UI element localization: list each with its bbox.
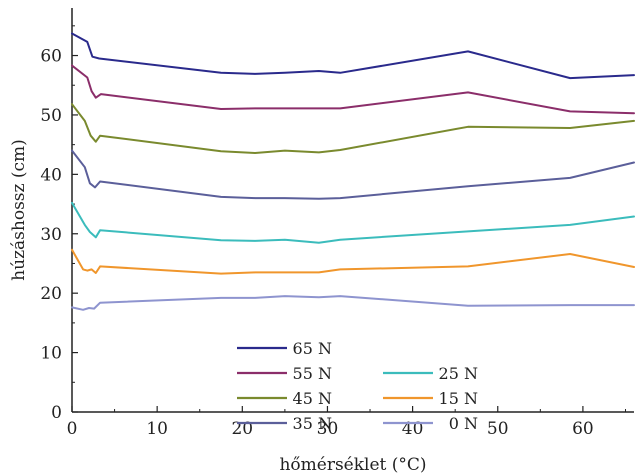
legend-label: 25 N xyxy=(439,364,478,383)
legend-label: 35 N xyxy=(293,414,332,433)
series-line-65n xyxy=(71,32,635,80)
legend: 65 N 55 N 45 N 35 N 25 N 15 N 0 N xyxy=(237,339,478,433)
legend-label: 55 N xyxy=(293,364,332,383)
y-ticks: 0 10 20 30 40 50 60 xyxy=(40,25,78,423)
y-tick-label: 0 xyxy=(51,403,62,423)
series-line-25n xyxy=(71,201,635,244)
x-tick-label: 0 xyxy=(67,419,78,439)
y-tick-label: 40 xyxy=(40,165,62,185)
legend-label: 45 N xyxy=(293,389,332,408)
series-line-0n xyxy=(71,295,635,311)
x-tick-label: 30 xyxy=(317,419,339,439)
series-lines xyxy=(71,32,635,311)
y-tick-label: 10 xyxy=(40,344,62,364)
series-line-35n xyxy=(71,149,635,200)
series-line-45n xyxy=(71,103,635,154)
y-tick-label: 50 xyxy=(40,106,62,126)
y-tick-label: 60 xyxy=(40,47,62,67)
x-axis-label: hőmérséklet (°C) xyxy=(279,455,426,475)
legend-label: 0 N xyxy=(449,414,478,433)
legend-label: 15 N xyxy=(439,389,478,408)
x-tick-label: 60 xyxy=(572,419,594,439)
y-tick-label: 20 xyxy=(40,284,62,304)
axes xyxy=(71,8,634,413)
series-line-15n xyxy=(71,248,635,275)
x-ticks: 0 10 20 30 40 50 60 xyxy=(67,406,626,439)
series-line-55n xyxy=(71,64,635,115)
x-tick-label: 50 xyxy=(487,419,509,439)
y-axis-label: húzáshossz (cm) xyxy=(9,139,29,281)
y-tick-label: 30 xyxy=(40,225,62,245)
x-tick-label: 10 xyxy=(146,419,168,439)
legend-label: 65 N xyxy=(293,339,332,358)
